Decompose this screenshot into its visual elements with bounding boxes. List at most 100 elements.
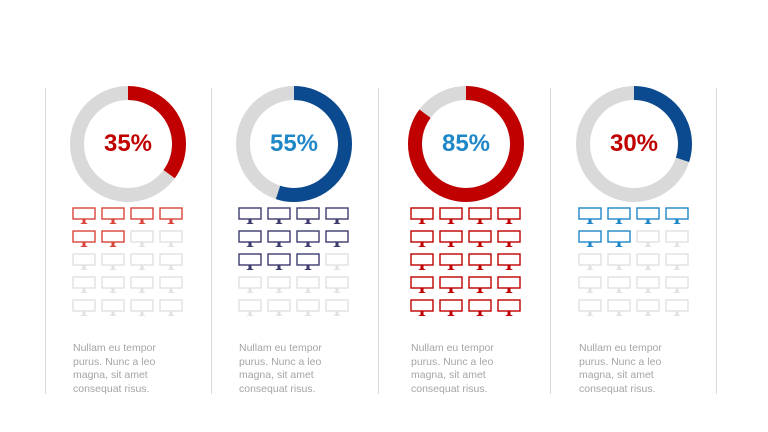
icon-grid (410, 207, 522, 317)
monitor-icon (72, 253, 96, 270)
monitor-icon (238, 230, 262, 247)
divider (550, 88, 551, 394)
monitor-icon (72, 230, 96, 247)
percent-label: 30% (609, 130, 659, 157)
monitor-icon (325, 299, 349, 316)
monitor-icon (159, 299, 183, 316)
monitor-icon (665, 299, 689, 316)
description-line: magna, sit amet (239, 369, 314, 381)
divider (211, 88, 212, 394)
monitor-icon (159, 207, 183, 224)
monitor-icon (636, 276, 660, 293)
monitor-icon (296, 276, 320, 293)
monitor-icon (607, 207, 631, 224)
monitor-icon (130, 299, 154, 316)
monitor-icon (410, 253, 434, 270)
monitor-icon (439, 253, 463, 270)
monitor-icon (636, 207, 660, 224)
monitor-icon (410, 207, 434, 224)
monitor-icon (101, 253, 125, 270)
monitor-icon (238, 299, 262, 316)
monitor-icon (468, 276, 492, 293)
description-text: Nullam eu tempor purus. Nunc a leo magna… (239, 342, 359, 396)
monitor-icon (267, 253, 291, 270)
monitor-icon (238, 276, 262, 293)
description-line: Nullam eu tempor (239, 342, 322, 354)
monitor-icon (101, 276, 125, 293)
monitor-icon (665, 253, 689, 270)
description-line: magna, sit amet (411, 369, 486, 381)
divider (378, 88, 379, 394)
icon-grid (238, 207, 350, 317)
donut-svg (236, 86, 352, 202)
monitor-icon (325, 253, 349, 270)
monitor-icon (497, 230, 521, 247)
monitor-icon (497, 299, 521, 316)
percent-label: 85% (441, 130, 491, 157)
monitor-icon (607, 276, 631, 293)
description-line: consequat risus. (239, 382, 316, 395)
monitor-icon (578, 230, 602, 247)
monitor-icon (578, 207, 602, 224)
monitor-icon (468, 230, 492, 247)
monitor-icon (578, 299, 602, 316)
description-line: magna, sit amet (73, 369, 148, 381)
monitor-icon (439, 207, 463, 224)
monitor-icon (238, 207, 262, 224)
monitor-icon (296, 207, 320, 224)
monitor-icon (497, 276, 521, 293)
monitor-icon (468, 207, 492, 224)
monitor-icon (72, 299, 96, 316)
monitor-icon (578, 253, 602, 270)
monitor-icon (296, 299, 320, 316)
monitor-icon (497, 207, 521, 224)
description-line: magna, sit amet (579, 369, 654, 381)
monitor-icon (665, 207, 689, 224)
monitor-icon (101, 299, 125, 316)
divider (716, 88, 717, 394)
divider (45, 88, 46, 394)
icon-grid (72, 207, 184, 317)
stat-panel-2: 55% Nullam eu tempor purus. Nunc a leo m… (211, 0, 377, 432)
monitor-icon (296, 253, 320, 270)
donut-chart (234, 84, 354, 204)
monitor-icon (439, 299, 463, 316)
monitor-icon (101, 230, 125, 247)
description-line: consequat risus. (411, 382, 488, 395)
donut-arc (576, 86, 692, 202)
donut-svg (408, 86, 524, 202)
monitor-icon (72, 276, 96, 293)
donut-chart (574, 84, 694, 204)
description-line: purus. Nunc a leo (73, 355, 156, 368)
monitor-icon (410, 299, 434, 316)
monitor-icon (607, 299, 631, 316)
monitor-icon (130, 253, 154, 270)
description-line: consequat risus. (579, 382, 656, 395)
monitor-icon (439, 230, 463, 247)
description-line: consequat risus. (73, 382, 150, 395)
monitor-icon (267, 276, 291, 293)
monitor-icon (72, 207, 96, 224)
monitor-icon (325, 207, 349, 224)
description-text: Nullam eu tempor purus. Nunc a leo magna… (579, 342, 699, 396)
monitor-icon (130, 207, 154, 224)
monitor-icon (267, 207, 291, 224)
donut-svg (70, 86, 186, 202)
monitor-icon (325, 276, 349, 293)
description-line: purus. Nunc a leo (239, 355, 322, 368)
monitor-icon (410, 230, 434, 247)
monitor-icon (325, 230, 349, 247)
monitor-icon (636, 299, 660, 316)
monitor-icon (665, 276, 689, 293)
stat-panel-1: 35% Nullam eu tempor purus. Nunc a leo m… (45, 0, 211, 432)
monitor-icon (159, 230, 183, 247)
monitor-icon (468, 253, 492, 270)
donut-arc (408, 86, 524, 202)
monitor-icon (159, 253, 183, 270)
donut-arc (236, 86, 352, 202)
description-line: Nullam eu tempor (579, 342, 662, 354)
monitor-icon (130, 276, 154, 293)
monitor-icon (636, 253, 660, 270)
donut-chart (68, 84, 188, 204)
monitor-icon (439, 276, 463, 293)
